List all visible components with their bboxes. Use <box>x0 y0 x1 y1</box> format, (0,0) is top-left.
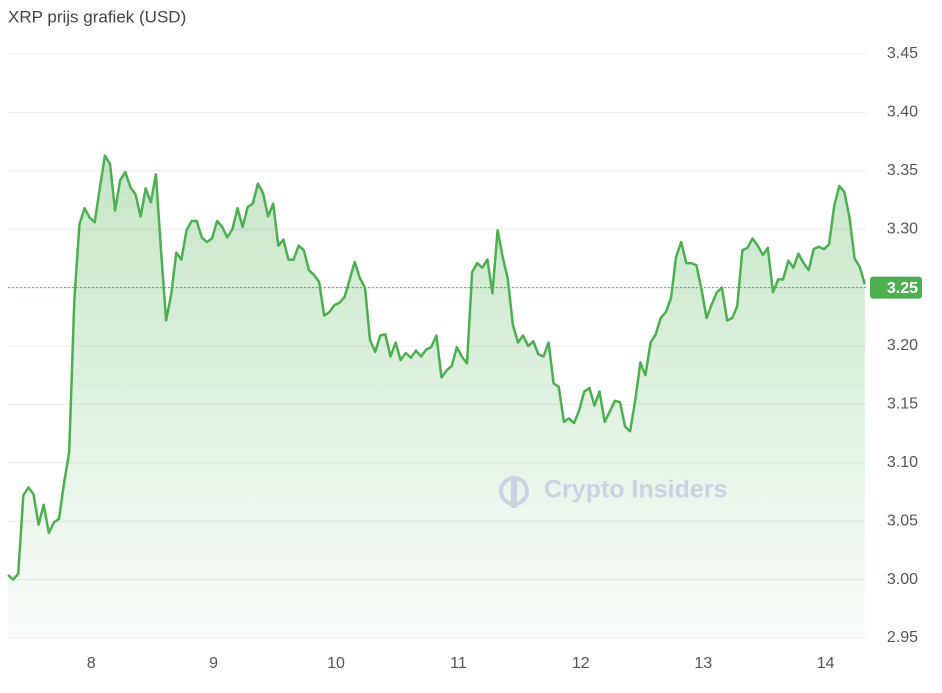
x-tick-label: 14 <box>817 655 835 672</box>
y-tick-label: 3.45 <box>887 45 918 62</box>
y-tick-label: 3.35 <box>887 162 918 179</box>
y-tick-label: 3.15 <box>887 396 918 413</box>
x-tick-label: 12 <box>572 655 590 672</box>
x-tick-label: 13 <box>694 655 712 672</box>
y-tick-label: 3.10 <box>887 454 918 471</box>
x-tick-label: 9 <box>209 655 218 672</box>
watermark-icon <box>511 480 517 508</box>
y-tick-label: 2.95 <box>887 629 918 646</box>
current-price-label: 3.25 <box>887 280 918 297</box>
y-tick-label: 3.05 <box>887 512 918 529</box>
y-tick-label: 3.30 <box>887 220 918 237</box>
x-tick-label: 8 <box>87 655 96 672</box>
y-tick-label: 3.40 <box>887 104 918 121</box>
watermark-icon <box>499 476 529 506</box>
x-tick-label: 11 <box>450 655 467 672</box>
y-tick-label: 3.20 <box>887 337 918 354</box>
area <box>8 155 865 638</box>
chart-title: XRP prijs grafiek (USD) <box>8 7 186 26</box>
current-price-badge <box>870 276 922 299</box>
watermark: Crypto Insiders <box>499 476 727 508</box>
x-tick-label: 10 <box>327 655 345 672</box>
y-tick-label: 3.00 <box>887 571 918 588</box>
watermark-text: Crypto Insiders <box>544 476 727 504</box>
